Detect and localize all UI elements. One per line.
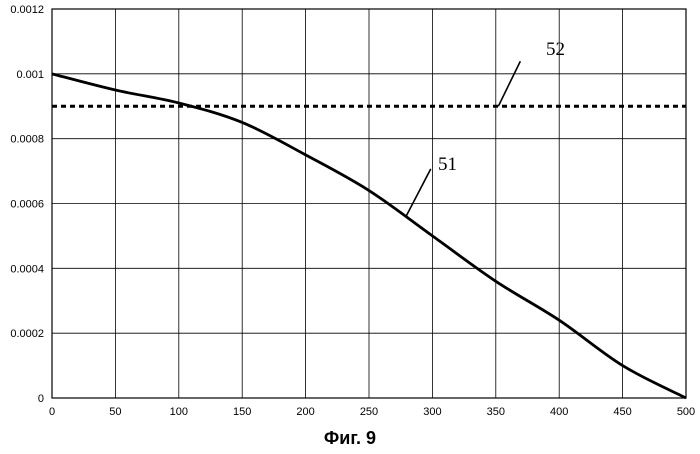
- x-tick-label: 500: [677, 406, 695, 418]
- x-tick-label: 200: [296, 406, 314, 418]
- annotation-52-leader: [498, 61, 520, 106]
- annotation-51-label: 51: [438, 154, 457, 175]
- y-tick-label: 0: [38, 393, 44, 405]
- y-tick-label: 0.001: [16, 69, 44, 81]
- x-tick-label: 0: [49, 406, 55, 418]
- x-tick-label: 450: [613, 406, 631, 418]
- x-tick-label: 50: [109, 406, 121, 418]
- line-chart: 0 50 100 150 200 250 300 350 400 450 500 0 0.0002 0.0…: [0, 0, 700, 428]
- annotation-51-leader: [406, 169, 431, 217]
- figure-caption: Фиг. 9: [0, 428, 700, 449]
- y-tick-label: 0.0012: [10, 4, 44, 16]
- x-tick-label: 400: [550, 406, 568, 418]
- y-tick-label: 0.0006: [10, 199, 44, 211]
- x-tick-label: 300: [423, 406, 441, 418]
- grid: [52, 9, 686, 398]
- y-tick-label: 0.0002: [10, 328, 44, 340]
- x-tick-label: 350: [487, 406, 505, 418]
- annotations: 51 52: [406, 39, 565, 217]
- x-tick-label: 250: [360, 406, 378, 418]
- y-tick-label: 0.0008: [10, 134, 44, 146]
- y-tick-label: 0.0004: [10, 263, 44, 275]
- tick-labels: 0 50 100 150 200 250 300 350 400 450 500 0 0.0002 0.0…: [10, 4, 695, 418]
- x-tick-label: 100: [170, 406, 188, 418]
- annotation-52-label: 52: [546, 39, 565, 60]
- x-tick-label: 150: [233, 406, 251, 418]
